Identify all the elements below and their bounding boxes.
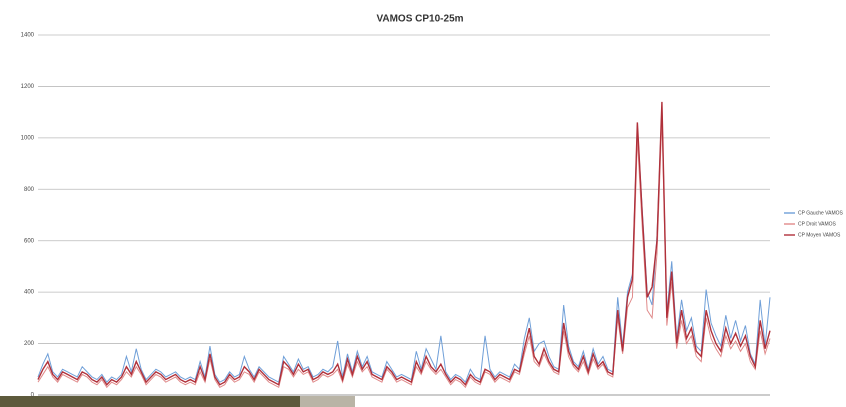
legend-label: CP Droit VAMOS <box>798 221 837 227</box>
series-line <box>37 101 771 386</box>
y-tick-label: 600 <box>24 238 35 244</box>
legend-label: CP Moyen VAMOS <box>798 232 841 238</box>
y-tick-label: 1200 <box>21 84 35 90</box>
y-tick-label: 800 <box>24 187 35 193</box>
y-tick-label: 200 <box>24 341 35 347</box>
y-tick-label: 1400 <box>21 33 35 39</box>
y-tick-label: 400 <box>24 290 35 296</box>
photo-strip-light <box>300 396 355 407</box>
chart-title: VAMOS CP10-25m <box>376 14 463 25</box>
series-line <box>37 117 771 389</box>
y-tick-label: 0 <box>31 393 35 399</box>
photo-strip <box>0 396 355 407</box>
y-tick-label: 1000 <box>21 135 35 141</box>
legend-label: CP Gauche VAMOS <box>798 210 843 216</box>
